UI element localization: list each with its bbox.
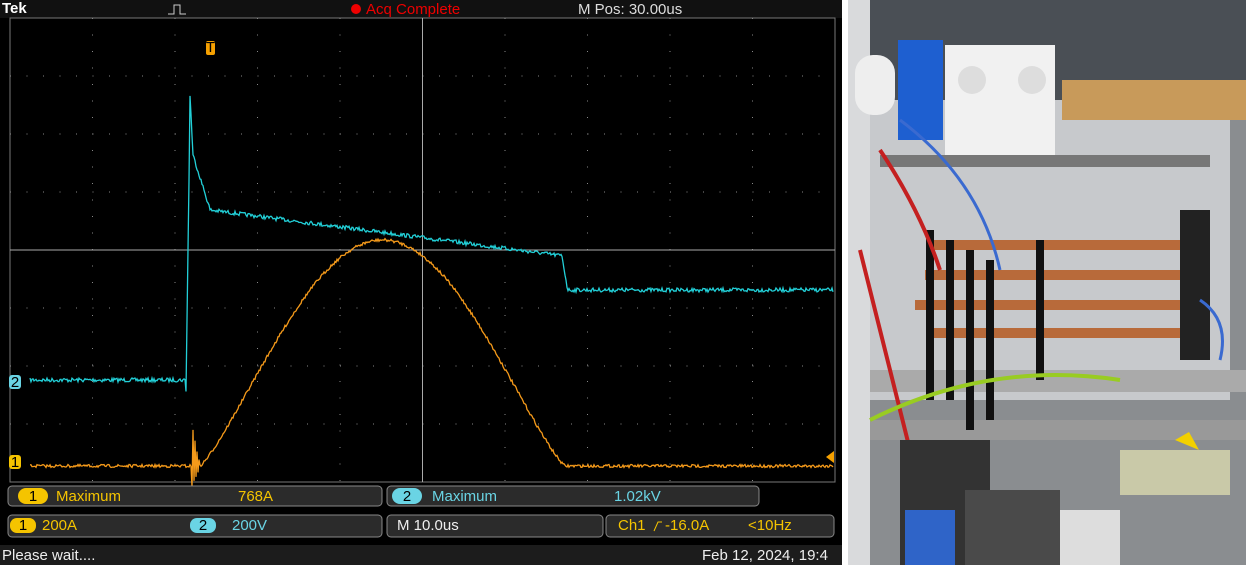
trigger-source: Ch1 [618,517,646,534]
trigger-level-arrow [826,451,834,463]
ch-badge: 1 [29,488,37,505]
meas-label: Maximum [432,488,497,505]
meas-box [386,485,760,507]
trigger-marker-bg [206,41,215,55]
ch2-marker: 2 [11,374,19,391]
ch2-badge [392,488,422,504]
trigger-marker: T [206,39,215,56]
ch2-scale: 200V [232,517,267,534]
m-pos: M Pos: 30.00us [578,1,682,18]
top-bar [0,0,842,18]
footer-message: Please wait.... [2,547,95,564]
ch2-marker-bg [9,375,21,389]
footer-bar [0,545,842,565]
ch-badge: 2 [199,517,207,534]
trigger-frequency: <10Hz [748,517,792,534]
meas-box [7,485,383,507]
trigger-type-icon [168,4,186,15]
ch1-scale: 200A [42,517,77,534]
slope-icon [653,521,662,532]
acq-status: Acq Complete [366,1,460,18]
graticule [9,17,836,483]
settings-box [605,514,835,538]
traces [29,95,834,488]
ch1-badge [10,518,36,533]
meas-value: 1.02kV [614,488,661,505]
timebase: M 10.0us [397,517,459,534]
trigger-level: -16.0A [665,517,709,534]
settings-box [386,514,604,538]
ch-badge: 2 [403,488,411,505]
meas-label: Maximum [56,488,121,505]
ch1-marker: 1 [11,454,19,471]
scope-screen [0,0,842,565]
ch1-marker-bg [9,455,21,469]
ch1-trace [30,237,834,488]
ch-badge: 1 [19,517,27,534]
brand: Tek [2,0,27,17]
run-indicator [351,4,361,14]
cabinet-photo [848,0,1246,565]
ch2-badge [190,518,216,533]
footer-datetime: Feb 12, 2024, 19:4 [702,547,828,564]
ch1-badge [18,488,48,504]
ch2-trace [29,95,834,392]
meas-value: 768A [238,488,273,505]
